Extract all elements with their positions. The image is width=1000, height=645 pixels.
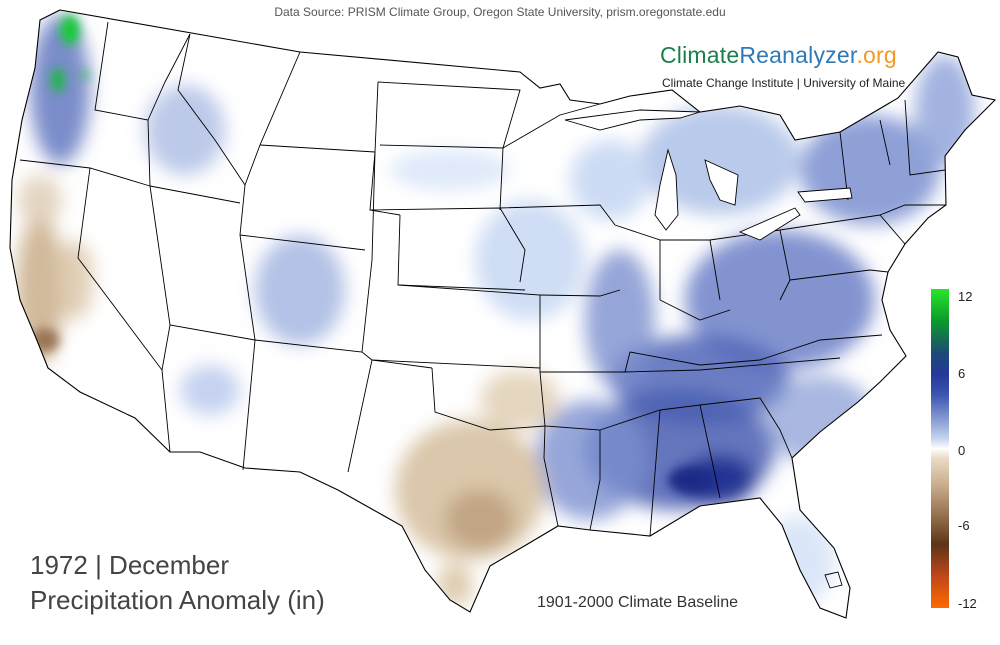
colorbar-tick-neg12: -12 bbox=[958, 596, 977, 611]
colorbar-tick-12: 12 bbox=[958, 289, 973, 304]
colorbar bbox=[931, 289, 949, 608]
institution-text: Climate Change Institute | University of… bbox=[662, 76, 906, 90]
logo-part-org: .org bbox=[856, 42, 897, 68]
anomaly-shading bbox=[16, 15, 975, 607]
logo-part-reanalyzer: Reanalyzer bbox=[739, 42, 857, 68]
state-borders bbox=[9, 9, 997, 619]
data-source-text: Data Source: PRISM Climate Group, Oregon… bbox=[274, 5, 726, 19]
climate-reanalyzer-logo[interactable]: ClimateReanalyzer.org bbox=[660, 42, 897, 69]
great-lakes bbox=[564, 109, 853, 241]
colorbar-tick-neg6: -6 bbox=[958, 518, 970, 533]
florida-lake bbox=[824, 571, 843, 589]
baseline-label: 1901-2000 Climate Baseline bbox=[537, 594, 739, 611]
map-title-date: 1972 | December bbox=[30, 550, 229, 580]
logo-part-climate: Climate bbox=[660, 42, 740, 68]
colorbar-tick-0: 0 bbox=[958, 443, 966, 458]
colorbar-tick-6: 6 bbox=[958, 366, 966, 381]
map-title-variable: Precipitation Anomaly (in) bbox=[30, 585, 325, 615]
